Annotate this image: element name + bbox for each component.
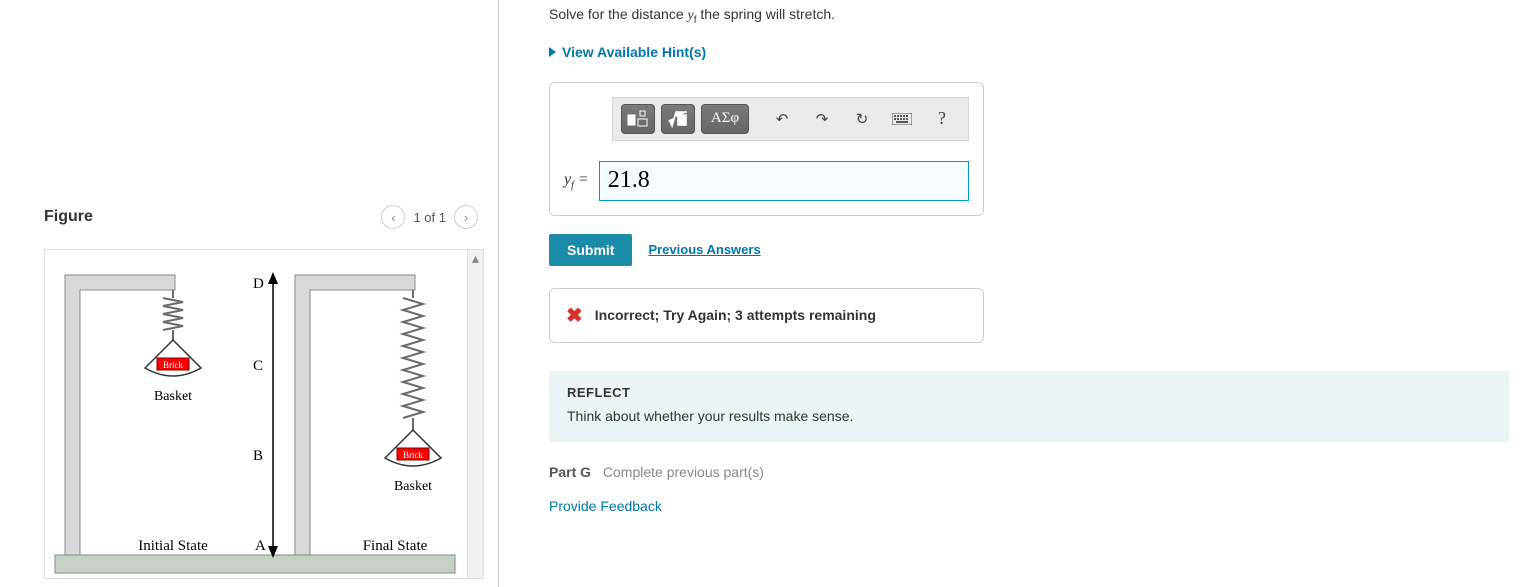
brick-label-1: Brick (163, 360, 183, 370)
figure-prev-button[interactable]: ‹ (381, 205, 405, 229)
feedback-card: ✖ Incorrect; Try Again; 3 attempts remai… (549, 288, 984, 343)
label-D: D (253, 276, 264, 292)
math-toolbar: ΑΣφ ↶ ↷ ↻ ? (612, 97, 969, 141)
feedback-text: Incorrect; Try Again; 3 attempts remaini… (595, 307, 876, 323)
question-panel: Solve for the distance yf the spring wil… (499, 0, 1529, 587)
final-state-label: Final State (363, 538, 428, 554)
template-button[interactable] (621, 104, 655, 134)
figure-container: Brick Basket Brick Basket A (44, 249, 484, 579)
reflect-box: REFLECT Think about whether your results… (549, 371, 1509, 442)
previous-answers-link[interactable]: Previous Answers (648, 242, 760, 257)
caret-right-icon (549, 47, 556, 57)
reflect-text: Think about whether your results make se… (567, 408, 1491, 424)
answer-input[interactable] (599, 161, 969, 201)
help-button[interactable]: ? (925, 104, 959, 134)
scroll-up-icon[interactable]: ▴ (468, 250, 483, 266)
label-B: B (253, 448, 263, 464)
part-g-row: Part G Complete previous part(s) (549, 464, 1509, 480)
view-hints-link[interactable]: View Available Hint(s) (549, 44, 706, 60)
figure-nav: ‹ 1 of 1 › (381, 205, 478, 229)
undo-button[interactable]: ↶ (765, 104, 799, 134)
label-A: A (255, 538, 266, 554)
answer-card: ΑΣφ ↶ ↷ ↻ ? yf = (549, 82, 984, 216)
greek-button[interactable]: ΑΣφ (701, 104, 749, 134)
figure-nav-text: 1 of 1 (413, 210, 446, 225)
brick-label-2: Brick (403, 450, 423, 460)
provide-feedback-link[interactable]: Provide Feedback (549, 498, 1509, 514)
reset-button[interactable]: ↻ (845, 104, 879, 134)
figure-title: Figure (44, 208, 93, 226)
figure-svg: Brick Basket Brick Basket A (45, 250, 465, 580)
submit-button[interactable]: Submit (549, 234, 632, 266)
figure-panel: Figure ‹ 1 of 1 › (0, 0, 499, 587)
keyboard-button[interactable] (885, 104, 919, 134)
initial-state-label: Initial State (138, 538, 208, 554)
part-g-text: Complete previous part(s) (603, 464, 764, 480)
label-C: C (253, 358, 263, 374)
sqrt-button[interactable] (661, 104, 695, 134)
figure-next-button[interactable]: › (454, 205, 478, 229)
basket-label-1: Basket (154, 389, 192, 404)
answer-lhs: yf = (564, 171, 589, 191)
incorrect-icon: ✖ (566, 303, 583, 328)
redo-button[interactable]: ↷ (805, 104, 839, 134)
part-g-label: Part G (549, 464, 591, 480)
figure-scrollbar[interactable]: ▴ (467, 250, 483, 578)
prompt-text: Solve for the distance yf the spring wil… (549, 6, 1509, 26)
reflect-title: REFLECT (567, 385, 1491, 400)
basket-label-2: Basket (394, 479, 432, 494)
